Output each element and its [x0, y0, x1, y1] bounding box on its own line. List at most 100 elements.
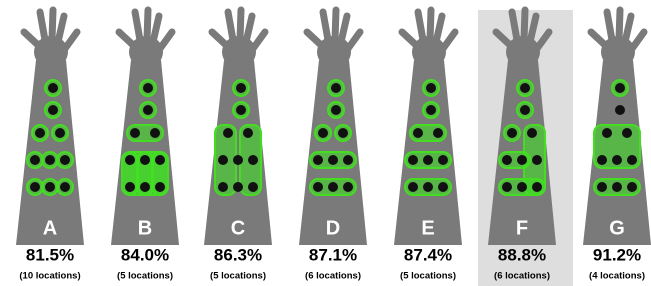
finger [240, 10, 241, 40]
electrode [218, 182, 228, 192]
electrode [612, 182, 622, 192]
panel-letter: D [326, 217, 340, 239]
accuracy: 88.8% [498, 245, 546, 264]
finger [323, 12, 328, 40]
electrode [248, 182, 258, 192]
electrode [60, 155, 70, 165]
finger [119, 32, 133, 45]
electrode [597, 155, 607, 165]
panel: E 87.4% (5 locations) [394, 10, 462, 282]
electrode [517, 182, 527, 192]
electrode [313, 155, 323, 165]
electrode [343, 182, 353, 192]
electrode [627, 182, 637, 192]
electrode [328, 182, 338, 192]
electrode [408, 155, 418, 165]
electrode [45, 182, 55, 192]
electrode [143, 105, 153, 115]
electrode [236, 83, 246, 93]
electrode [55, 128, 65, 138]
location-count: (5 locations) [117, 271, 173, 282]
electrode [343, 155, 353, 165]
electrode [331, 105, 341, 115]
location-count: (6 locations) [494, 271, 550, 282]
electrode [155, 182, 165, 192]
finger [436, 16, 442, 42]
arm [204, 10, 272, 245]
electrode [597, 182, 607, 192]
location-count: (6 locations) [305, 271, 361, 282]
arm [299, 10, 367, 245]
accuracy: 91.2% [593, 245, 641, 264]
accuracy: 81.5% [26, 245, 74, 264]
electrode [602, 128, 612, 138]
electrode [30, 155, 40, 165]
electrode [423, 182, 433, 192]
electrode [130, 128, 140, 138]
electrode [150, 128, 160, 138]
electrode [248, 155, 258, 165]
electrode [532, 155, 542, 165]
accuracy: 87.1% [309, 245, 357, 264]
electrode [426, 83, 436, 93]
electrode [338, 128, 348, 138]
finger [228, 12, 233, 40]
finger [341, 16, 347, 42]
electrode [60, 182, 70, 192]
electrode [30, 182, 40, 192]
electrode [48, 83, 58, 93]
electrode [517, 155, 527, 165]
finger [52, 10, 53, 40]
electrode [140, 155, 150, 165]
panel-letter: F [516, 217, 528, 239]
electrode [45, 155, 55, 165]
panel-letter: A [43, 217, 57, 239]
location-count: (5 locations) [400, 271, 456, 282]
electrode [143, 83, 153, 93]
electrode [502, 155, 512, 165]
electrode [233, 182, 243, 192]
electrode [218, 155, 228, 165]
accuracy: 87.4% [404, 245, 452, 264]
electrode [433, 128, 443, 138]
panel: A 81.5% (10 locations) [16, 10, 84, 282]
finger [135, 12, 140, 40]
finger [524, 10, 525, 40]
finger [307, 32, 321, 45]
location-count: (5 locations) [210, 271, 266, 282]
finger [607, 12, 612, 40]
electrode [318, 128, 328, 138]
panel: D 87.1% (6 locations) [299, 10, 367, 282]
panel-letter: E [421, 217, 434, 239]
finger [64, 32, 77, 50]
electrode [520, 105, 530, 115]
electrode [328, 155, 338, 165]
finger [347, 32, 360, 50]
panel-letter: B [138, 217, 152, 239]
panel: B84.0%(5 locations) [111, 10, 179, 282]
arm [16, 10, 84, 245]
electrode [408, 182, 418, 192]
electrode [413, 128, 423, 138]
electrode [313, 182, 323, 192]
finger [147, 10, 148, 40]
panel: G91.2%(4 locations) [583, 10, 651, 282]
finger [335, 10, 336, 40]
electrode [140, 182, 150, 192]
panel-letter: G [609, 217, 625, 239]
electrode [125, 155, 135, 165]
finger [442, 32, 455, 50]
electrode [426, 105, 436, 115]
finger [153, 16, 159, 42]
electrode [236, 105, 246, 115]
electrode [520, 83, 530, 93]
electrode [615, 105, 625, 115]
panel-letter: C [231, 217, 245, 239]
electrode [438, 155, 448, 165]
location-count: (10 locations) [19, 271, 80, 282]
finger [619, 10, 620, 40]
finger [418, 12, 423, 40]
finger [212, 32, 226, 45]
electrode [438, 182, 448, 192]
finger [402, 32, 416, 45]
